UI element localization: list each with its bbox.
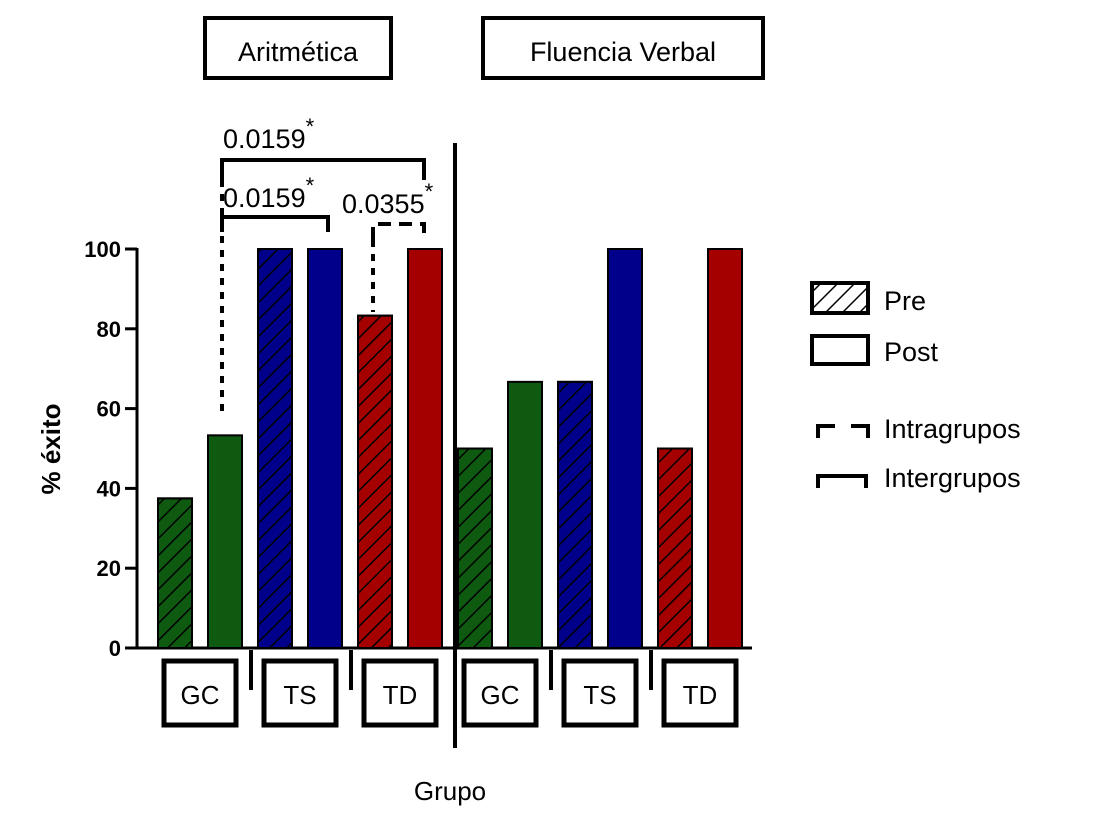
sig-star-gc-td: * xyxy=(306,114,315,139)
sig-star-td-intra: * xyxy=(425,179,434,204)
sig-value-gc-td: 0.0159 xyxy=(223,124,306,154)
y-tick-label: 20 xyxy=(97,556,121,581)
significance-annotations: 0.0159* 0.0159* 0.0355* xyxy=(220,114,434,415)
y-tick-label: 100 xyxy=(84,237,121,262)
sig-label-gc-td: 0.0159* xyxy=(223,114,315,154)
legend-label-post: Post xyxy=(884,337,939,367)
group-label: TS xyxy=(583,680,616,710)
sig-label-td-intra: 0.0355* xyxy=(342,179,434,219)
y-axis: 0 20 40 60 80 100 xyxy=(84,237,139,661)
legend-label-inter: Intergrupos xyxy=(884,463,1021,493)
y-tick-label: 60 xyxy=(97,397,121,422)
bar-hatch-0-ts xyxy=(257,248,293,649)
bar-hatch-0-gc xyxy=(157,497,193,649)
legend-label-pre: Pre xyxy=(884,286,926,316)
legend-swatch-post xyxy=(810,334,870,366)
group-label: TD xyxy=(383,680,418,710)
sig-value-td-intra: 0.0355 xyxy=(342,189,425,219)
bracket-gc-td xyxy=(220,158,426,180)
y-tick-label: 40 xyxy=(97,476,121,501)
group-label-box xyxy=(661,658,739,728)
y-axis-label: % éxito xyxy=(36,403,66,494)
group-label: GC xyxy=(181,680,220,710)
panel-title-text-1: Fluencia Verbal xyxy=(530,37,716,67)
panel-title-1: Fluencia Verbal xyxy=(481,16,765,80)
panel-title-0: Aritmética xyxy=(203,16,393,80)
group-label-box xyxy=(161,658,239,728)
legend-label-intra: Intragrupos xyxy=(884,414,1021,444)
bracket-gc-ts xyxy=(220,215,330,232)
bar-1-gc-post xyxy=(507,380,543,649)
bar-0-gc-post xyxy=(207,434,243,650)
bars xyxy=(157,248,743,650)
group-label: TD xyxy=(683,680,718,710)
bracket-td-intra xyxy=(371,222,426,240)
sig-star-gc-ts: * xyxy=(306,173,315,198)
y-tick-label: 0 xyxy=(109,636,121,661)
x-axis-label: Grupo xyxy=(414,776,486,806)
bar-hatch-1-td xyxy=(657,447,693,649)
group-label: GC xyxy=(481,680,520,710)
sig-label-gc-ts: 0.0159* xyxy=(223,173,315,213)
legend-swatch-intra xyxy=(816,424,870,438)
bar-0-td-post xyxy=(407,248,443,649)
bar-hatch-1-ts xyxy=(557,380,593,649)
group-labels: GC TS TD GC TS TD xyxy=(161,650,739,728)
group-label-box xyxy=(261,658,339,728)
bar-1-ts-post xyxy=(607,248,643,649)
group-label: TS xyxy=(283,680,316,710)
sig-value-gc-ts: 0.0159 xyxy=(223,183,306,213)
legend: Pre Post Intragrupos Intergrupos xyxy=(810,281,1021,493)
y-tick-label: 80 xyxy=(97,317,121,342)
bar-hatch-0-td xyxy=(357,314,393,649)
group-label-box xyxy=(561,658,639,728)
group-label-box xyxy=(461,658,539,728)
legend-swatch-pre xyxy=(810,281,870,315)
panel-title-text-0: Aritmética xyxy=(238,37,359,67)
bar-hatch-1-gc xyxy=(457,447,493,649)
bar-1-td-post xyxy=(707,248,743,649)
bar-0-ts-post xyxy=(307,248,343,649)
legend-swatch-inter xyxy=(816,474,868,488)
group-label-box xyxy=(361,658,439,728)
